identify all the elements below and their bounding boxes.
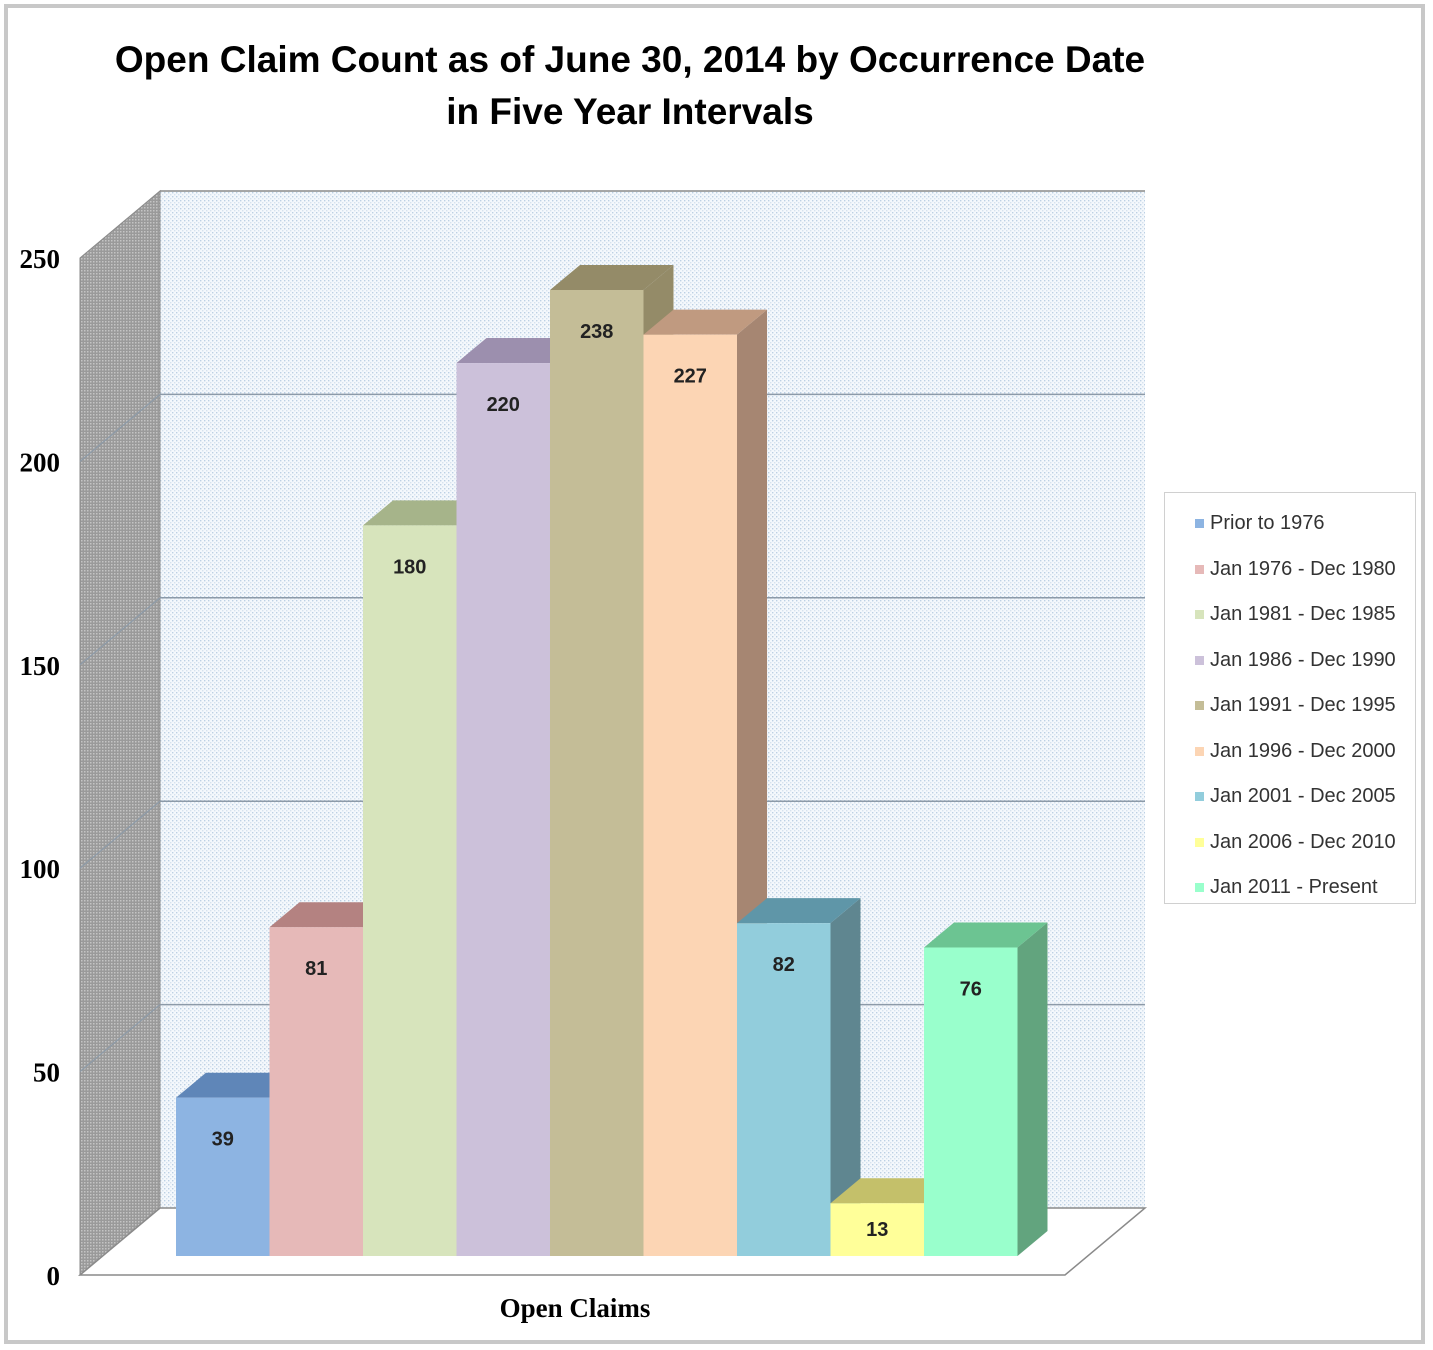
legend-swatch xyxy=(1195,701,1204,711)
legend-label: Jan 1996 - Dec 2000 xyxy=(1210,739,1396,762)
bar-top xyxy=(269,902,393,928)
legend-swatch xyxy=(1195,883,1204,893)
y-tick-label: 50 xyxy=(33,1058,60,1088)
bar-front xyxy=(550,290,644,1256)
bar-data-label: 13 xyxy=(866,1219,888,1241)
legend-swatch xyxy=(1195,610,1204,620)
bar-front xyxy=(737,923,831,1256)
y-tick-label: 250 xyxy=(20,244,61,274)
legend-item: Jan 2006 - Dec 2010 xyxy=(1165,820,1415,866)
legend-item: Jan 1976 - Dec 1980 xyxy=(1165,547,1415,593)
legend-swatch xyxy=(1195,655,1204,665)
bar-front xyxy=(830,1203,924,1256)
y-tick-label: 0 xyxy=(47,1261,61,1291)
y-tick-label: 150 xyxy=(20,651,61,681)
bar-top xyxy=(737,898,861,924)
chart-title-line-1: Open Claim Count as of June 30, 2014 by … xyxy=(114,39,1146,80)
legend-item: Jan 2001 - Dec 2005 xyxy=(1165,774,1415,820)
bar-top xyxy=(456,338,580,364)
chart-title-line-2: in Five Year Intervals xyxy=(446,91,814,132)
bar-top xyxy=(830,1178,954,1204)
bar-top xyxy=(924,922,1048,948)
legend-swatch xyxy=(1195,519,1204,529)
legend-item: Jan 2011 - Present xyxy=(1165,865,1415,911)
gridline-side xyxy=(79,597,161,666)
y-tick-label: 100 xyxy=(20,854,61,884)
x-axis-label: Open Claims xyxy=(499,1293,651,1323)
bar: 76 xyxy=(924,922,1048,1256)
chart-title: Open Claim Count as of June 30, 2014 by … xyxy=(40,34,1220,138)
bar-top xyxy=(550,265,674,290)
bar-top xyxy=(176,1072,300,1098)
chart-legend: Prior to 1976 Jan 1976 - Dec 1980 Jan 1981… xyxy=(1164,492,1416,904)
bar-side xyxy=(1017,922,1048,1256)
y-tick-label: 200 xyxy=(20,447,61,477)
legend-label: Jan 2011 - Present xyxy=(1210,876,1378,899)
bar-data-label: 220 xyxy=(487,394,520,416)
bar-data-label: 39 xyxy=(212,1129,234,1151)
legend-item: Jan 1991 - Dec 1995 xyxy=(1165,683,1415,729)
legend-label: Prior to 1976 xyxy=(1210,512,1325,535)
bar-data-label: 81 xyxy=(305,958,327,980)
bar-data-label: 76 xyxy=(960,979,982,1001)
bar-front xyxy=(269,927,363,1256)
legend-item: Jan 1986 - Dec 1990 xyxy=(1165,638,1415,684)
bar-data-label: 180 xyxy=(393,556,426,578)
legend-swatch xyxy=(1195,746,1204,756)
legend-label: Jan 1981 - Dec 1985 xyxy=(1210,603,1396,626)
legend-label: Jan 2006 - Dec 2010 xyxy=(1210,830,1396,853)
legend-label: Jan 1986 - Dec 1990 xyxy=(1210,648,1396,671)
legend-label: Jan 1991 - Dec 1995 xyxy=(1210,694,1396,717)
legend-item: Jan 1996 - Dec 2000 xyxy=(1165,729,1415,775)
gridline-side xyxy=(79,393,161,462)
bar-side xyxy=(830,898,861,1256)
bar-front xyxy=(176,1097,270,1256)
bar-data-label: 238 xyxy=(580,321,613,343)
bar: 238 xyxy=(550,265,674,1256)
bar-top xyxy=(363,500,487,526)
legend-swatch xyxy=(1195,792,1204,802)
bar-front xyxy=(643,334,737,1256)
bar-data-label: 82 xyxy=(773,954,795,976)
bar-front xyxy=(924,947,1018,1256)
legend-swatch xyxy=(1195,564,1204,574)
legend-item: Jan 1981 - Dec 1985 xyxy=(1165,592,1415,638)
bar-data-label: 227 xyxy=(674,366,707,388)
gridline-side xyxy=(79,1004,161,1073)
bar-front xyxy=(363,525,457,1256)
plot-side-wall xyxy=(79,189,161,1277)
legend-swatch xyxy=(1195,837,1204,847)
legend-item: Prior to 1976 xyxy=(1165,501,1415,547)
bar: 82 xyxy=(737,898,861,1256)
bar-front xyxy=(456,363,550,1256)
bar-top xyxy=(643,309,767,335)
legend-label: Jan 1976 - Dec 1980 xyxy=(1210,557,1396,580)
legend-label: Jan 2001 - Dec 2005 xyxy=(1210,785,1396,808)
gridline-side xyxy=(79,800,161,869)
